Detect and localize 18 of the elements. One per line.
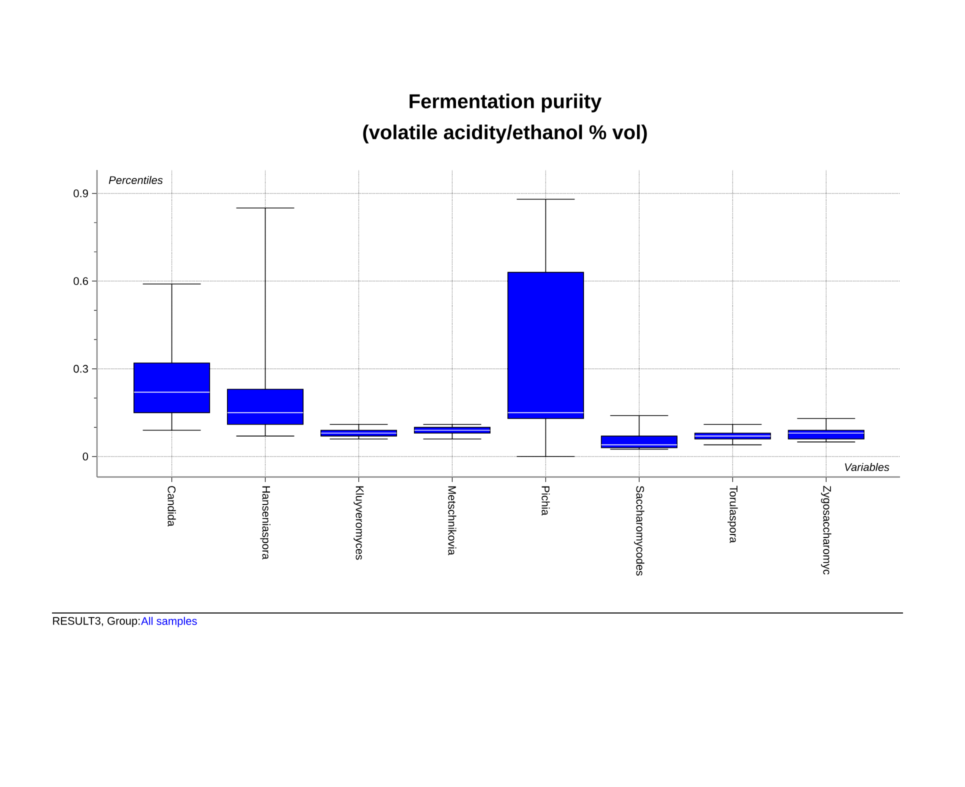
x-tick-label: Torulaspora [728,486,738,543]
x-tick-label: Metschnikovia [448,486,456,556]
y-tick-label: 0.6 [74,277,88,285]
x-tick-label: Hanseniaspora [260,486,270,560]
x-tick-label: Pichia [542,486,550,516]
y-tick-label: 0 [82,452,88,460]
y-tick-label: 0.3 [74,364,88,373]
x-axis-title: Variables [844,462,890,472]
chart-subtitle: (volatile acidity/ethanol % vol) [363,124,647,144]
text: RESULT3, Group: [53,617,140,627]
text: All samples [141,616,197,628]
x-tick-label: Saccharomycodes [634,486,644,576]
chart-title: Fermentation puriity [410,94,602,112]
y-tick-label: 0.9 [74,189,88,198]
x-tick-label: Zygosaccharomyc [821,486,832,574]
x-tick-label: Candida [168,486,176,526]
x-tick-label: Kluyveromyces [354,486,364,560]
y-axis-title: Percentiles [108,176,163,184]
